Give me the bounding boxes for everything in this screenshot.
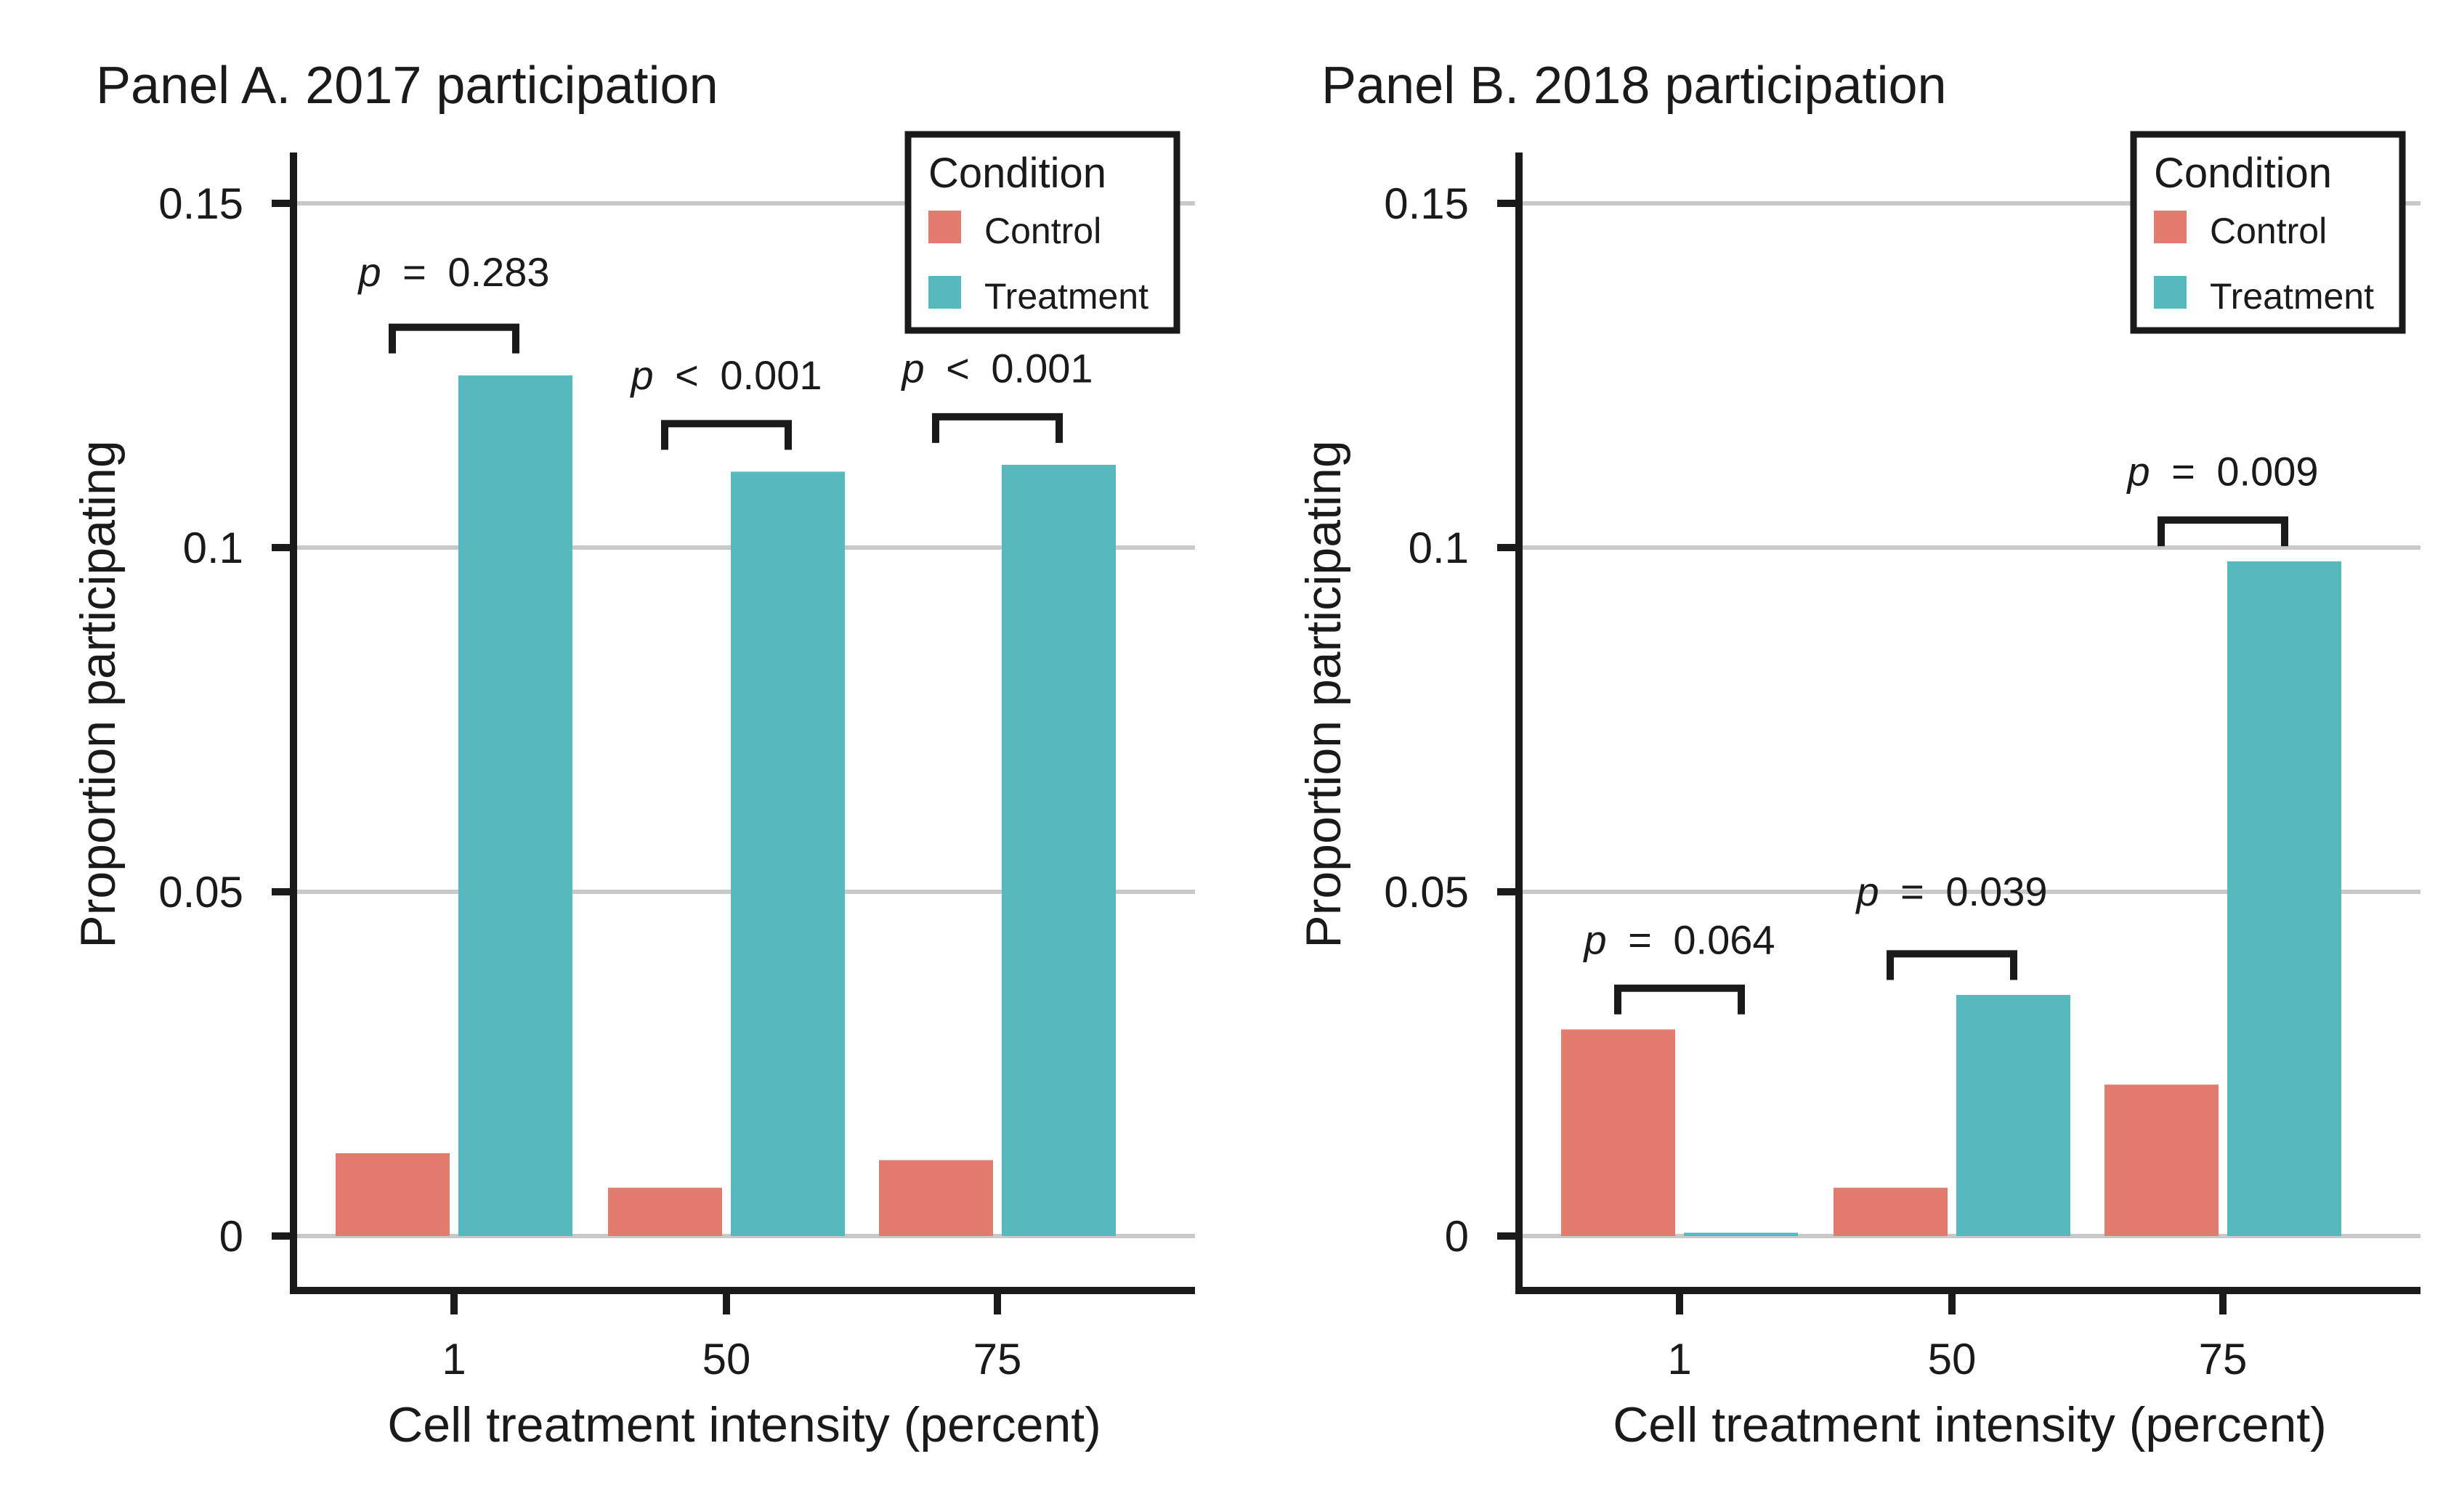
bar-treatment-cat1 <box>1684 1232 1798 1236</box>
bar-treatment-cat50 <box>731 471 845 1236</box>
x-tick-label-50: 50 <box>702 1335 751 1383</box>
bar-treatment-cat50 <box>1956 995 2070 1236</box>
bar-treatment-cat75 <box>1002 465 1116 1236</box>
x-tick-label-50: 50 <box>1928 1335 1977 1383</box>
p-value-label-cat75: p = 0.009 <box>2126 449 2318 495</box>
y-axis-label: Proportion participating <box>70 440 126 948</box>
x-tick-label-1: 1 <box>1667 1335 1691 1383</box>
legend-label-treatment: Treatment <box>2210 276 2374 317</box>
legend-swatch-treatment-icon <box>2154 276 2187 309</box>
legend-title: Condition <box>2154 150 2332 197</box>
legend-swatch-control-icon <box>928 211 961 243</box>
x-axis-label: Cell treatment intensity (percent) <box>1613 1397 2327 1452</box>
bar-control-cat75 <box>879 1160 993 1236</box>
panel-A: 0 0.05 0.1 0.15 1 50 75 Cell treatment intensit… <box>70 57 1195 1452</box>
panel-B: 0 0.05 0.1 0.15 1 50 75 Cell treatment intensit… <box>1296 57 2420 1452</box>
legend-swatch-control-icon <box>2154 211 2187 243</box>
bar-control-cat1 <box>336 1153 450 1236</box>
y-tick-label-0.15: 0.15 <box>158 179 243 228</box>
y-tick-label-0.1: 0.1 <box>183 524 243 572</box>
p-value-label-cat50: p < 0.001 <box>629 352 822 398</box>
bar-control-cat1 <box>1561 1029 1675 1236</box>
bar-control-cat75 <box>2104 1084 2219 1236</box>
y-tick-label-0: 0 <box>219 1212 243 1261</box>
p-value-label-cat75: p < 0.001 <box>900 345 1093 391</box>
panel-title: Panel A. 2017 participation <box>96 57 718 115</box>
significance-bracket-cat50 <box>661 420 792 450</box>
x-axis-label: Cell treatment intensity (percent) <box>387 1397 1101 1452</box>
legend-label-control: Control <box>2210 211 2327 251</box>
y-tick-label-0.1: 0.1 <box>1409 524 1469 572</box>
legend-swatch-treatment-icon <box>928 276 961 309</box>
bar-treatment-cat1 <box>458 375 572 1236</box>
significance-bracket-cat1 <box>1614 984 1745 1015</box>
y-tick-label-0.05: 0.05 <box>1384 868 1469 916</box>
x-tick-label-75: 75 <box>973 1335 1022 1383</box>
x-tick-label-75: 75 <box>2199 1335 2248 1383</box>
significance-bracket-cat75 <box>2158 516 2288 547</box>
legend-title: Condition <box>928 150 1106 197</box>
x-tick-label-1: 1 <box>442 1335 466 1383</box>
y-tick-label-0.15: 0.15 <box>1384 179 1469 228</box>
significance-bracket-cat50 <box>1887 950 2017 980</box>
y-axis-label: Proportion participating <box>1296 440 1351 948</box>
p-value-label-cat50: p = 0.039 <box>1855 869 2047 914</box>
y-tick-label-0: 0 <box>1445 1212 1469 1261</box>
y-tick-label-0.05: 0.05 <box>158 868 243 916</box>
significance-bracket-cat1 <box>389 323 519 354</box>
panel-title: Panel B. 2018 participation <box>1321 57 1947 115</box>
bar-control-cat50 <box>1834 1187 1948 1236</box>
bar-treatment-cat75 <box>2227 561 2341 1236</box>
bar-control-cat50 <box>608 1187 722 1236</box>
significance-bracket-cat75 <box>932 412 1063 443</box>
legend-label-control: Control <box>984 211 1101 251</box>
p-value-label-cat1: p = 0.064 <box>1582 916 1775 962</box>
legend-label-treatment: Treatment <box>984 276 1148 317</box>
p-value-label-cat1: p = 0.283 <box>357 249 549 295</box>
